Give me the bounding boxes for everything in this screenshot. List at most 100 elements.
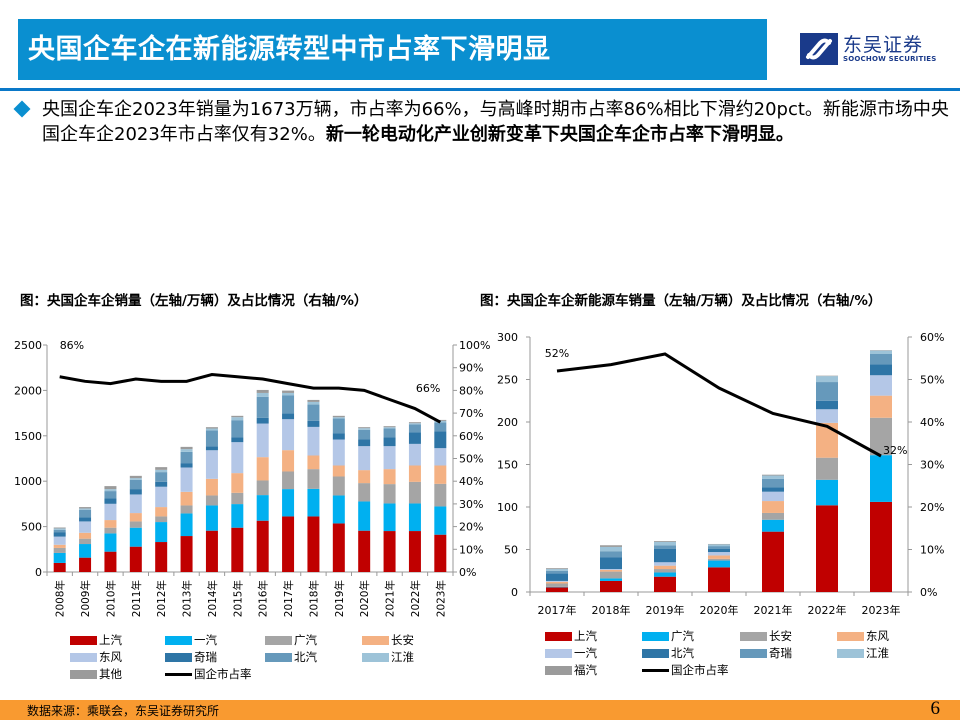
c2-ytick-label: 200	[497, 416, 518, 429]
c1-bar-江淮	[408, 423, 421, 425]
c2-bar-北汽	[762, 487, 784, 492]
c1-xtick-label: 2023年	[434, 580, 447, 617]
c1-bar-东风	[256, 423, 269, 458]
c2-xtick-label: 2019年	[646, 603, 685, 617]
c1-bar-长安	[408, 465, 421, 482]
c1-bar-上汽	[332, 523, 345, 572]
legend-swatch	[740, 631, 767, 641]
c1-bar-江淮	[383, 427, 396, 429]
legend-label: 上汽	[574, 629, 597, 643]
c1-bar-上汽	[155, 542, 168, 572]
legend-swatch	[70, 635, 97, 645]
legend-item: 其他	[70, 666, 122, 682]
c1-y2tick-label: 80%	[459, 384, 483, 397]
c2-ytick-label: 150	[497, 459, 518, 472]
c1-bar-东风	[155, 486, 168, 508]
c2-y2tick-label: 60%	[920, 331, 944, 344]
c1-bar-长安	[79, 532, 92, 539]
c1-xtick-label: 2009年	[79, 580, 92, 617]
legend-item: 北汽	[642, 645, 694, 661]
c1-bar-东风	[79, 521, 92, 533]
c2-bar-东风	[600, 569, 622, 572]
c1-bar-一汽	[53, 552, 66, 563]
c2-bar-长安	[546, 583, 568, 587]
c1-bar-一汽	[332, 495, 345, 524]
c1-bar-长安	[231, 473, 244, 493]
legend-label: 一汽	[574, 646, 597, 660]
c1-bar-一汽	[231, 504, 244, 528]
c1-bar-北汽	[53, 529, 66, 533]
c1-bar-江淮	[180, 449, 193, 452]
c2-bar-长安	[870, 417, 892, 456]
c1-bar-其他	[408, 422, 421, 424]
c1-y2tick-label: 0%	[459, 566, 476, 579]
c1-bar-奇瑞	[129, 489, 142, 495]
c1-bar-东风	[383, 446, 396, 470]
c1-bar-一汽	[205, 505, 218, 531]
c2-share-line	[556, 352, 882, 458]
c2-bar-广汽	[654, 572, 676, 577]
c1-bar-其他	[129, 475, 142, 479]
legend-swatch	[70, 652, 97, 662]
c2-bar-长安	[816, 457, 838, 480]
c2-bar-东风	[870, 395, 892, 418]
c1-bar-上汽	[79, 557, 92, 572]
legend-item: 上汽	[70, 632, 122, 648]
c1-bar-上汽	[256, 520, 269, 572]
c1-bar-东风	[129, 494, 142, 514]
legend-item: 一汽	[545, 645, 597, 661]
c1-bar-一汽	[104, 533, 117, 552]
legend-swatch	[165, 672, 192, 676]
c1-bar-广汽	[358, 483, 371, 502]
c1-bar-江淮	[282, 392, 295, 396]
c1-ytick-label: 2000	[14, 384, 42, 397]
c1-bar-北汽	[231, 420, 244, 438]
c1-bar-其他	[53, 527, 66, 529]
c1-y2tick-label: 10%	[459, 543, 483, 556]
c1-bar-其他	[104, 486, 117, 490]
legend-item: 长安	[740, 628, 792, 644]
legend-item: 东风	[837, 628, 889, 644]
c1-bar-北汽	[307, 404, 320, 421]
c2-y2tick-label: 0%	[920, 586, 937, 599]
legend-label: 江淮	[391, 650, 414, 664]
c2-bar-广汽	[600, 578, 622, 581]
c2-bar-江淮	[816, 376, 838, 383]
c1-bar-东风	[104, 503, 117, 521]
c1-bar-广汽	[53, 547, 66, 553]
c1-bar-广汽	[307, 469, 320, 489]
c1-bar-东风	[434, 448, 447, 466]
c1-bar-江淮	[332, 417, 345, 419]
c1-bar-一汽	[155, 522, 168, 543]
c1-ytick-label: 500	[21, 521, 42, 534]
c1-bar-上汽	[129, 546, 142, 572]
c2-y2tick-label: 10%	[920, 544, 944, 557]
c2-bar-广汽	[708, 560, 730, 568]
c1-bar-奇瑞	[282, 413, 295, 420]
c2-bar-一汽	[708, 552, 730, 556]
c2-xtick-label: 2020年	[700, 603, 739, 617]
c2-bar-上汽	[654, 576, 676, 592]
legend-swatch	[545, 648, 572, 658]
c2-bar-长安	[600, 571, 622, 579]
c2-bar-长安	[708, 558, 730, 561]
c1-share-line	[59, 372, 442, 424]
legend-label: 长安	[391, 633, 414, 647]
c2-bar-北汽	[600, 557, 622, 570]
c1-bar-江淮	[231, 417, 244, 421]
header-divider	[0, 88, 960, 91]
summary-bullet: 央国企车企2023年销量为1673万辆，市占率为66%，与高峰时期市占率86%相…	[13, 97, 954, 147]
c2-bar-上汽	[546, 587, 568, 592]
c2-bar-江淮	[546, 569, 568, 571]
footer: 数据来源：乘联会，东吴证券研究所 6	[0, 698, 960, 720]
legend-item: 国企市占率	[642, 662, 729, 678]
legend-label: 福汽	[574, 663, 597, 677]
c1-data-label: 66%	[416, 382, 440, 395]
c2-data-label: 32%	[883, 444, 907, 457]
c2-bar-江淮	[708, 544, 730, 547]
legend-item: 东风	[70, 649, 122, 665]
legend-swatch	[642, 668, 669, 672]
c1-bar-江淮	[155, 469, 168, 473]
c1-bar-其他	[256, 389, 269, 393]
